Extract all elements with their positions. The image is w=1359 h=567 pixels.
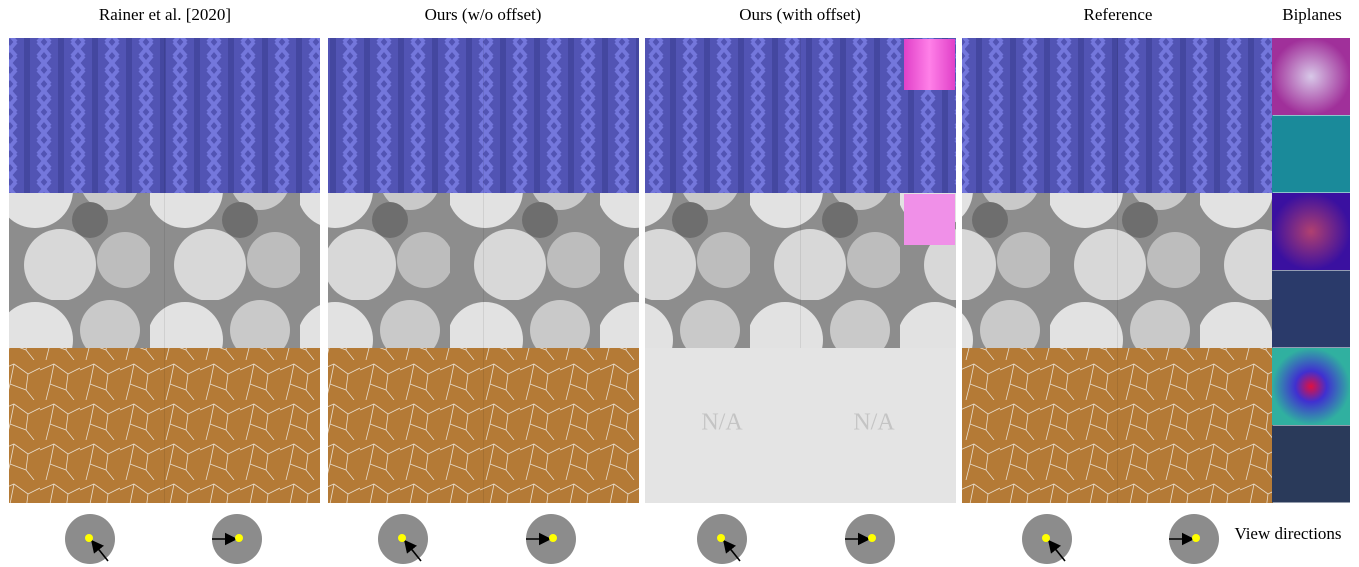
texture-image	[328, 193, 639, 348]
biplane-image	[1272, 193, 1350, 270]
texture-image	[9, 38, 320, 193]
column-header: Ours (with offset)	[739, 5, 861, 24]
view-arrow	[91, 539, 109, 562]
biplane-image	[1272, 425, 1350, 503]
image-grid	[9, 38, 1350, 564]
view-arrow	[723, 539, 741, 562]
light-dot	[235, 534, 243, 542]
light-dot	[398, 534, 406, 542]
placeholder: N/A	[853, 410, 895, 436]
texture-image	[645, 348, 956, 503]
light-dot	[85, 534, 93, 542]
texture-image	[328, 348, 639, 503]
texture-image	[9, 193, 320, 348]
light-dot	[868, 534, 876, 542]
biplane-image	[1272, 38, 1350, 115]
texture-image	[328, 38, 639, 193]
light-dot	[1192, 534, 1200, 542]
view-arrow	[1048, 539, 1066, 562]
light-dot	[549, 534, 557, 542]
light-dot	[1042, 534, 1050, 542]
footer-label: View directions	[1234, 524, 1341, 543]
biplane-image	[1272, 270, 1350, 348]
view-arrow	[404, 539, 422, 562]
texture-image	[9, 348, 320, 503]
texture-image	[962, 348, 1273, 503]
column-header: Biplanes	[1282, 5, 1342, 24]
texture-image	[962, 38, 1273, 193]
biplane-image	[1272, 115, 1350, 193]
placeholder: N/A	[701, 410, 743, 436]
biplane-image	[1272, 348, 1350, 425]
column-header: Rainer et al. [2020]	[99, 5, 231, 24]
texture-image	[962, 193, 1273, 348]
light-dot	[717, 534, 725, 542]
inset	[904, 39, 955, 90]
column-header: Reference	[1084, 5, 1153, 24]
inset	[904, 194, 955, 245]
column-header: Ours (w/o offset)	[425, 5, 542, 24]
